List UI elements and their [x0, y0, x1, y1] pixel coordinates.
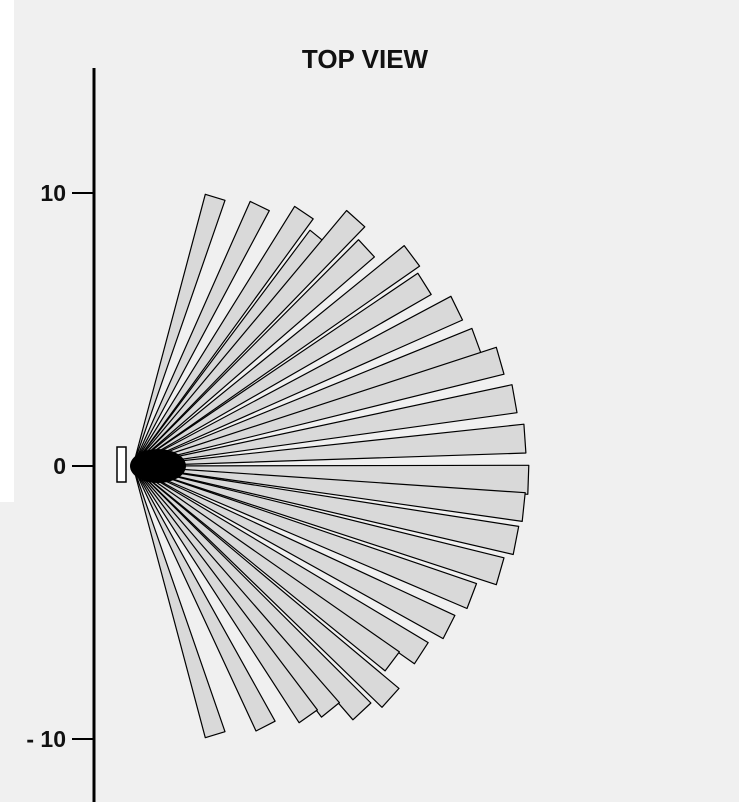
beam-wedge [132, 209, 366, 467]
beam-wedge [132, 465, 520, 556]
white-corner-notch [0, 0, 14, 502]
y-tick-label: 10 [40, 180, 66, 206]
y-tick-label: 0 [53, 453, 66, 479]
beam-wedge [132, 423, 527, 467]
beam-wedge [132, 465, 400, 708]
diagram-title: TOP VIEW [302, 44, 429, 74]
beam-wedge [132, 465, 505, 586]
beam-wedge [132, 193, 226, 467]
beam-wedge [132, 295, 464, 467]
fan-origin-hub [130, 449, 186, 483]
beam-wedge [132, 465, 456, 640]
beam-wedge [132, 200, 270, 467]
beam-wedge [132, 245, 421, 467]
y-tick-label: - 10 [26, 726, 66, 752]
beam-wedge [132, 465, 318, 724]
y-axis-ticks: 10 0 - 10 [26, 180, 94, 752]
beam-wedge [132, 465, 400, 672]
beam-wedge [132, 239, 375, 467]
beam-wedge [132, 346, 505, 467]
beam-wedge [132, 465, 526, 523]
sensor-marker [116, 446, 127, 483]
beam-wedge [132, 205, 314, 467]
beam-wedge [132, 272, 432, 467]
beam-wedge [132, 465, 276, 732]
beam-wedge [132, 465, 226, 739]
beam-fan [132, 193, 530, 739]
beam-wedge [132, 465, 478, 610]
beam-wedge [132, 384, 518, 467]
